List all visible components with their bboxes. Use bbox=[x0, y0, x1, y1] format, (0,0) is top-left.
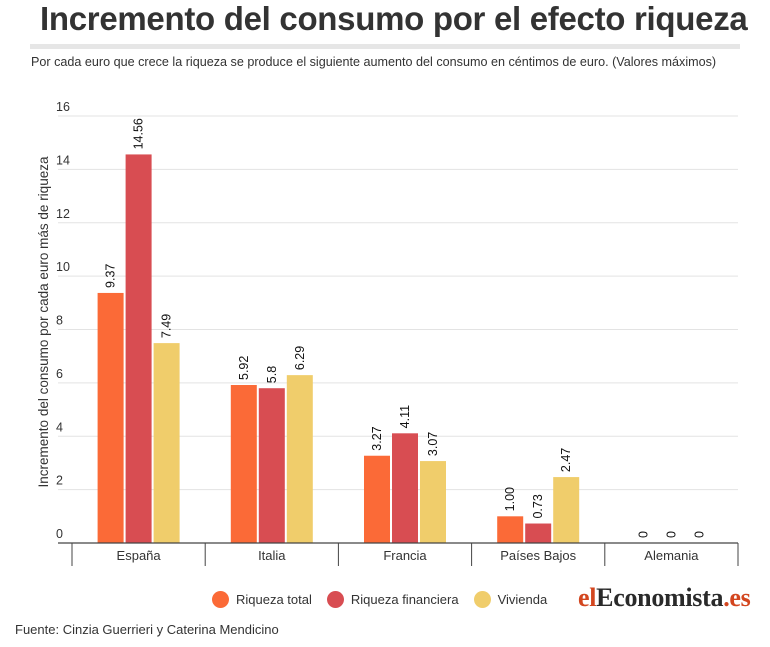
data-label: 3.07 bbox=[426, 432, 440, 456]
x-tick-label: Italia bbox=[258, 548, 286, 563]
legend-item: Riqueza financiera bbox=[326, 591, 459, 608]
bar bbox=[525, 523, 552, 543]
bar bbox=[364, 455, 390, 543]
data-label: 5.92 bbox=[237, 356, 251, 380]
legend-label: Vivienda bbox=[497, 592, 548, 607]
data-label: 1.00 bbox=[503, 487, 517, 511]
bar bbox=[497, 516, 524, 543]
bars bbox=[97, 154, 580, 543]
bar bbox=[286, 375, 313, 543]
bar bbox=[153, 343, 180, 543]
title-divider bbox=[30, 44, 740, 49]
bar bbox=[392, 433, 418, 543]
legend-item: Riqueza total bbox=[212, 591, 312, 608]
bar bbox=[420, 461, 446, 543]
chart-subtitle: Por cada euro que crece la riqueza se pr… bbox=[31, 55, 717, 69]
x-tick-label: Francia bbox=[383, 548, 427, 563]
legend-label: Riqueza financiera bbox=[350, 592, 459, 607]
data-label: 0.73 bbox=[531, 494, 545, 518]
bar bbox=[125, 154, 152, 543]
x-tick-label: España bbox=[117, 548, 162, 563]
legend-swatch bbox=[326, 591, 344, 608]
bar bbox=[97, 292, 124, 543]
logo: elEconomista.es bbox=[578, 583, 751, 612]
data-label: 7.49 bbox=[160, 314, 174, 338]
data-label: 3.27 bbox=[370, 426, 384, 450]
data-label: 0 bbox=[636, 531, 650, 538]
legend-label: Riqueza total bbox=[236, 592, 312, 607]
data-label: 0 bbox=[664, 531, 678, 538]
data-labels: 9.37 14.56 7.49 5.92 5.8 6.29 3.27 4.11 3.07 1.00… bbox=[104, 118, 707, 538]
source-note: Fuente: Cinzia Guerrieri y Caterina Mend… bbox=[15, 622, 279, 637]
y-tick-label: 8 bbox=[56, 314, 63, 328]
data-label: 0 bbox=[692, 531, 706, 538]
y-tick-label: 6 bbox=[56, 367, 63, 381]
x-tick-label: Países Bajos bbox=[500, 548, 576, 563]
legend-swatch bbox=[473, 591, 491, 608]
y-tick-label: 4 bbox=[56, 420, 63, 434]
data-label: 6.29 bbox=[293, 346, 307, 370]
data-label: 2.47 bbox=[559, 448, 573, 472]
x-axis: España Italia Francia Países Bajos Alemania bbox=[58, 542, 739, 566]
y-tick-label: 14 bbox=[56, 153, 70, 167]
data-label: 5.8 bbox=[265, 366, 279, 383]
y-tick-label: 12 bbox=[56, 207, 70, 221]
y-tick-label: 16 bbox=[56, 100, 70, 114]
y-axis-label: Incremento del consumo por cada euro más… bbox=[36, 156, 51, 487]
data-label: 9.37 bbox=[104, 264, 118, 288]
bar-chart: 0 2 4 6 8 10 12 14 16 9.37 14.56 7.49 5.92 5.8 6.29 3.… bbox=[36, 100, 739, 566]
x-tick-label: Alemania bbox=[644, 548, 699, 563]
y-tick-label: 2 bbox=[56, 474, 63, 488]
chart-title: Incremento del consumo por el efecto riq… bbox=[40, 0, 748, 37]
legend-swatch bbox=[212, 591, 229, 608]
y-tick-label: 10 bbox=[56, 260, 70, 274]
bar bbox=[230, 385, 257, 543]
bar bbox=[553, 477, 580, 543]
bar bbox=[258, 388, 285, 543]
data-label: 4.11 bbox=[398, 405, 412, 428]
legend-item: Vivienda bbox=[473, 591, 548, 608]
y-tick-labels: 0 2 4 6 8 10 12 14 16 bbox=[56, 100, 70, 541]
y-tick-label: 0 bbox=[56, 527, 63, 541]
legend: Riqueza total Riqueza financiera Vivienda bbox=[212, 591, 547, 608]
data-label: 14.56 bbox=[132, 118, 146, 149]
